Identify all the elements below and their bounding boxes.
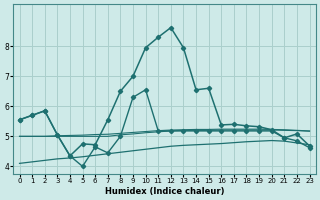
X-axis label: Humidex (Indice chaleur): Humidex (Indice chaleur)	[105, 187, 224, 196]
